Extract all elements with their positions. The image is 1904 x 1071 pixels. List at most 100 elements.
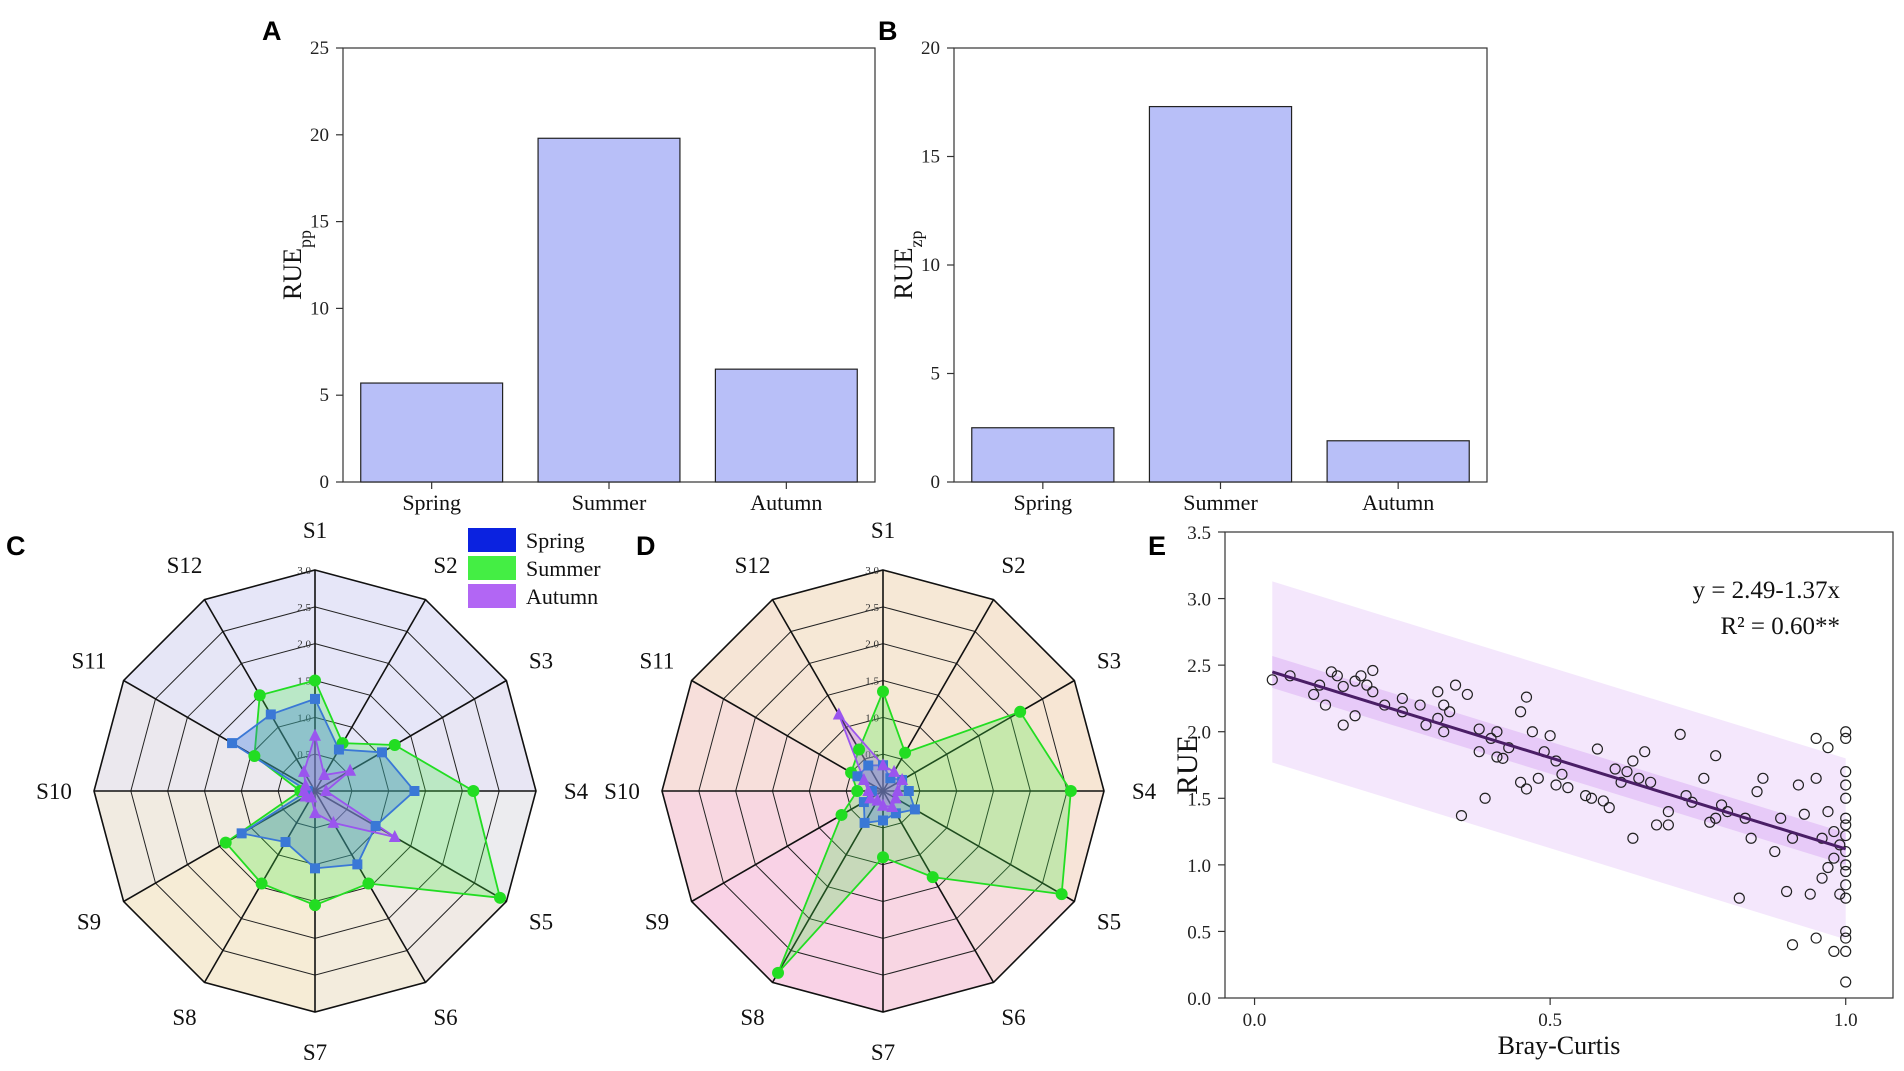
e-point (1337, 719, 1349, 731)
e-point (1520, 783, 1533, 795)
panel-label-b: B (878, 16, 898, 46)
c-rtick-label: 2.5 (297, 602, 311, 614)
c-point-autumn (344, 763, 357, 776)
b-ytick-label: 0 (931, 472, 941, 493)
a-bar-summer (537, 137, 681, 483)
d-rtick-label: 1.5 (865, 676, 879, 688)
a-ytick-label: 5 (320, 385, 330, 406)
c-rtick-label: 1.0 (297, 712, 311, 724)
d-point-spring (858, 797, 869, 808)
e-point (1591, 743, 1604, 755)
d-sector (772, 791, 883, 1012)
e-point (1840, 779, 1852, 791)
e-xtick-label: 0.0 (1243, 1010, 1267, 1031)
b-ylabel: RUEzp (889, 231, 926, 300)
e-ytick-label: 2.0 (1187, 723, 1211, 744)
c-point-summer (467, 785, 480, 797)
c-point-spring (227, 738, 238, 749)
b-ytick-label: 5 (931, 364, 941, 385)
e-point (1840, 766, 1852, 778)
e-point (1840, 859, 1852, 871)
e-point (1822, 805, 1834, 818)
c-spoke (314, 599, 427, 792)
c-point-summer (309, 674, 321, 687)
e-point (1792, 779, 1805, 791)
c-point-spring (302, 786, 313, 796)
b-bar-autumn (1326, 440, 1470, 483)
c-spoke (314, 790, 507, 903)
c-sector (315, 791, 426, 1012)
c-point-summer (388, 738, 401, 751)
d-axis-label: S9 (645, 910, 669, 935)
a-xtick-label: Summer (572, 490, 647, 515)
e-point (1757, 772, 1769, 784)
d-point-spring (859, 817, 870, 828)
e-point (1349, 710, 1361, 722)
c-sector (204, 570, 315, 791)
e-point (1834, 888, 1846, 900)
e-point (1710, 750, 1722, 762)
d-point-spring (885, 773, 896, 784)
d-spoke (771, 599, 884, 792)
a-ytick-label: 0 (320, 472, 330, 493)
c-axis-label: S2 (433, 553, 457, 578)
e-point (1444, 706, 1456, 718)
b-bar-summer (1148, 105, 1293, 483)
d-point-summer (835, 808, 848, 821)
d-sector (691, 599, 883, 791)
e-ytick-label: 0.0 (1187, 989, 1211, 1010)
e-point (1526, 726, 1538, 738)
c-sector (315, 680, 536, 791)
c-point-autumn (297, 764, 310, 777)
d-axis-label: S6 (1001, 1005, 1025, 1030)
d-point-summer (926, 871, 939, 884)
e-equation: y = 2.49-1.37x (1693, 577, 1841, 604)
e-point (1473, 723, 1485, 735)
d-point-summer (1014, 705, 1027, 718)
e-point (1479, 792, 1491, 804)
c-point-summer (255, 877, 268, 890)
c-sector (315, 570, 426, 791)
e-point (1662, 805, 1674, 818)
d-point-summer (851, 785, 864, 797)
e-ylabel: RUE (1171, 735, 1204, 795)
e-point (1414, 699, 1426, 711)
e-point (1639, 746, 1651, 758)
c-point-spring (236, 828, 247, 839)
e-point (1497, 752, 1509, 764)
e-point (1704, 816, 1716, 828)
d-rtick-label: 3.0 (865, 565, 879, 577)
legend-label-summer: Summer (526, 556, 601, 581)
panel-label-a: A (262, 16, 282, 46)
e-point (1331, 670, 1343, 682)
d-axis-label: S12 (735, 553, 771, 578)
e-point (1822, 861, 1834, 874)
c-spoke (123, 790, 316, 903)
e-point (1650, 819, 1663, 831)
a-ytick-label: 15 (310, 212, 329, 233)
c-axis-label: S3 (529, 649, 553, 674)
e-point (1840, 812, 1852, 824)
e-point (1828, 945, 1840, 958)
e-point (1627, 755, 1639, 767)
d-axis-label: S2 (1001, 553, 1025, 578)
b-ytick-label: 10 (921, 255, 940, 276)
e-point (1633, 772, 1645, 784)
bar-chart-a: 0 5 10 15 20 25 Spring Summer Autumn RUEpp (278, 38, 876, 515)
d-axis-label: S4 (1132, 779, 1157, 804)
c-axis-label: S8 (172, 1005, 196, 1030)
e-point (1550, 779, 1562, 791)
e-point (1816, 872, 1828, 884)
c-point-autumn (309, 728, 321, 741)
c-point-autumn (318, 768, 331, 781)
e-point (1361, 679, 1373, 691)
radar-chart-d: 0.00.51.01.52.02.53.0S1S2S3S4S5S6S7S8S9S… (604, 518, 1157, 1065)
b-xtick-label: Spring (1013, 490, 1072, 515)
e-point (1733, 892, 1745, 904)
e-point (1367, 686, 1379, 698)
d-point-summer (1055, 888, 1068, 901)
c-axis-label: S11 (71, 649, 106, 674)
e-point (1597, 795, 1609, 807)
e-point (1461, 688, 1473, 701)
a-ylabel: RUEpp (278, 230, 315, 300)
